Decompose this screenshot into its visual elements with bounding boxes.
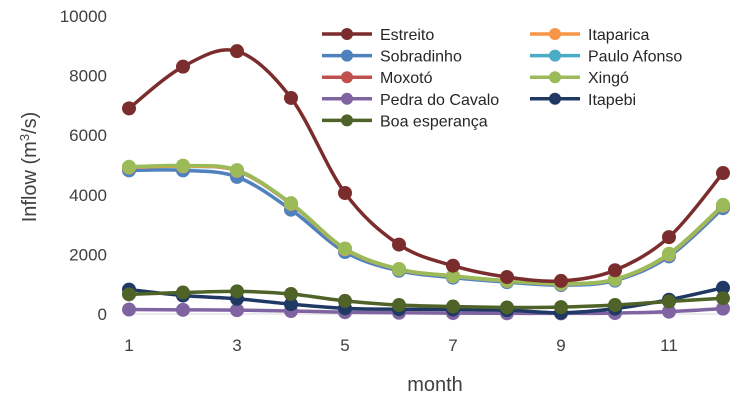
legend-swatch-marker [341,114,353,127]
x-tick-label: 5 [340,336,349,355]
data-point [716,301,730,316]
data-point [284,196,298,211]
legend-item: Sobradinho [322,49,462,66]
axes: Inflow (m3/s) month [17,112,723,396]
y-axis-title-main: Inflow (m [19,141,41,222]
series-lines [122,44,730,321]
legend-label: Boa esperança [380,113,488,130]
y-tick-label: 4000 [69,186,107,205]
data-point [392,298,406,313]
x-tick-label: 1 [124,336,133,355]
data-point [446,258,460,273]
series-line [128,289,724,310]
data-point [284,297,298,312]
series-line [128,164,725,286]
y-axis-title: Inflow (m3/s) [17,112,42,223]
data-point [392,262,406,277]
legend-label: Paulo Afonso [588,49,682,66]
data-point [176,59,190,74]
data-point [716,280,730,295]
data-point [230,284,244,299]
tick-labels: 0 2000 4000 6000 8000 10000 1 3 5 7 9 11 [60,7,678,355]
data-point [122,287,136,302]
data-point [554,300,568,315]
legend-item: Xingó [530,70,629,87]
data-point [716,166,730,181]
series-boa-esperanca [122,284,730,315]
legend: Estreito Itaparica Sobradinho Paulo Afonso M… [322,27,682,130]
y-tick-label: 2000 [69,245,107,264]
data-point [716,197,730,212]
y-axis-title-tail: /s) [19,112,41,134]
data-point [122,159,136,174]
legend-item: Pedra do Cavalo [322,92,499,109]
data-point [662,294,676,309]
legend-swatch-marker [549,49,561,62]
legend-label: Xingó [588,70,629,87]
legend-label: Pedra do Cavalo [380,92,499,109]
legend-label: Itaparica [588,27,649,44]
data-point [122,101,136,116]
data-point [446,268,460,283]
x-tick-label: 11 [660,336,678,355]
series-line [128,164,725,286]
data-point [662,304,676,319]
data-point [608,263,622,278]
x-tick-label: 9 [556,336,565,355]
legend-item: Estreito [322,27,434,44]
y-tick-label: 10000 [60,7,107,26]
data-point [608,298,622,313]
y-tick-label: 0 [98,305,107,324]
data-point [662,246,676,261]
data-point [662,230,676,245]
data-point [338,293,352,308]
data-point [338,241,352,256]
series-line [128,164,725,286]
legend-label: Estreito [380,27,434,44]
legend-item: Paulo Afonso [530,49,682,66]
data-point [176,158,190,173]
data-point [176,285,190,300]
data-point [338,186,352,201]
legend-label: Moxotó [380,70,433,87]
legend-swatch-marker [549,71,561,84]
x-axis-title: month [407,374,463,396]
data-point [716,291,730,306]
data-point [284,90,298,105]
legend-swatch-marker [341,28,353,40]
data-point [392,237,406,252]
data-point [500,300,514,315]
data-point [122,302,136,317]
data-point [554,273,568,288]
legend-swatch-marker [341,92,353,105]
legend-swatch-marker [341,49,353,62]
data-point [446,299,460,314]
data-point [230,303,244,318]
y-tick-label: 6000 [69,126,107,145]
x-tick-label: 3 [232,336,241,355]
series-line [128,168,725,287]
legend-swatch-marker [549,28,561,40]
data-point [230,163,244,178]
legend-label: Itapebi [588,92,636,109]
legend-swatch-marker [341,71,353,84]
y-tick-label: 8000 [69,67,107,86]
legend-item: Itapebi [530,92,636,109]
legend-item: Boa esperança [322,113,488,130]
series-xingo [122,158,730,291]
data-point [284,287,298,302]
legend-item: Itaparica [530,27,649,44]
y-axis-title-sup: 3 [17,134,32,141]
data-point [176,302,190,317]
legend-swatch-marker [549,92,561,105]
series-line [128,163,725,286]
data-point [230,44,244,59]
x-tick-label: 7 [448,336,457,355]
series-estreito [122,44,730,288]
legend-label: Sobradinho [380,49,462,66]
legend-item: Moxotó [322,70,433,87]
data-point [500,270,514,285]
